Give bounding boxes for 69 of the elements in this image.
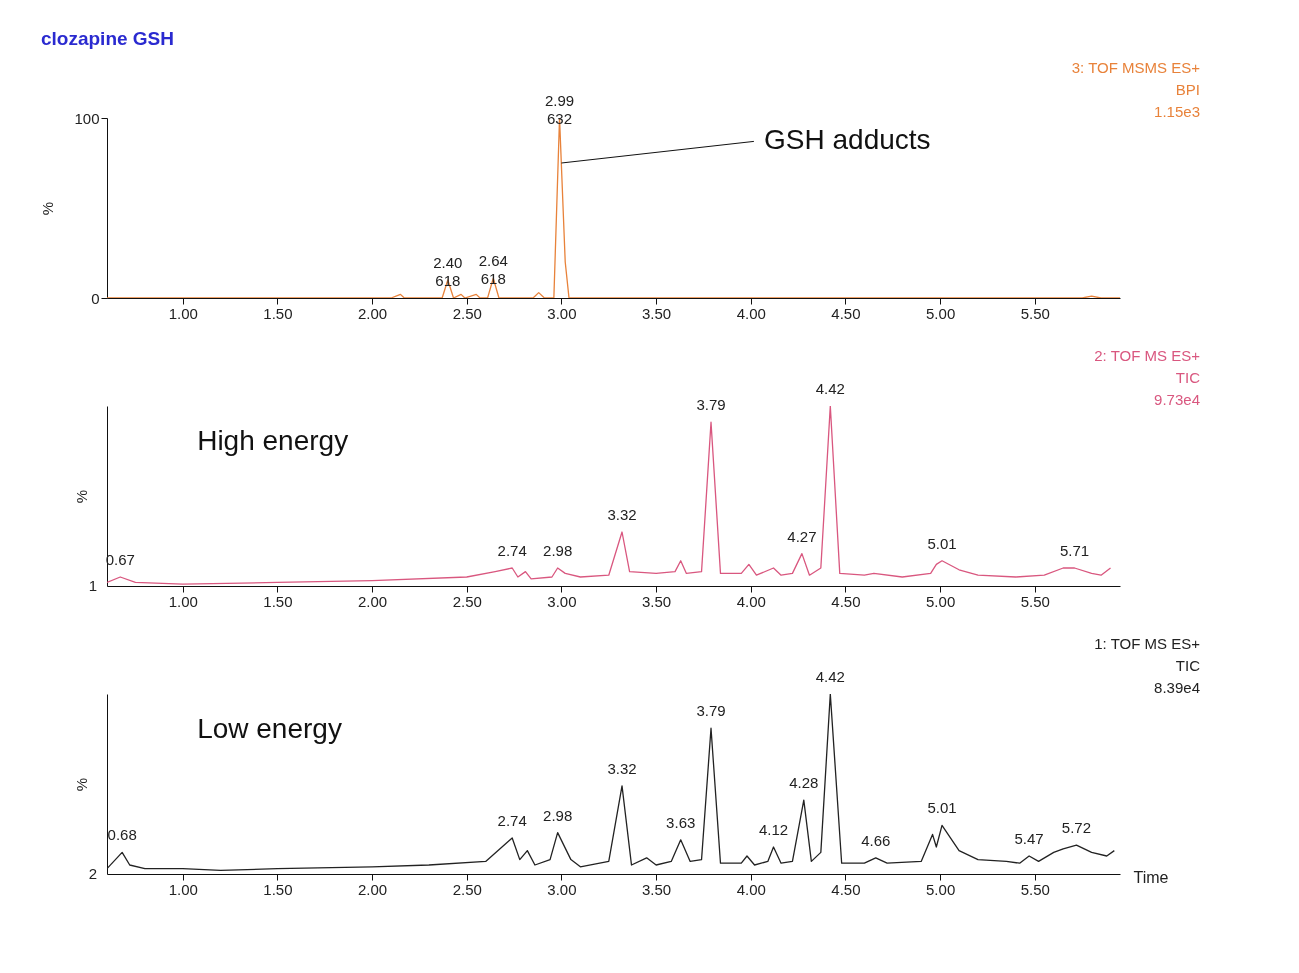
x-tick-label: 1.50 <box>263 304 293 322</box>
annotation: 2.99 632 <box>544 92 575 127</box>
annotation: 5.72 <box>1061 819 1092 837</box>
annotation: 4.42 <box>815 380 845 397</box>
x-tick-label: 5.50 <box>1020 304 1050 322</box>
x-tick-label: 3.00 <box>547 592 577 610</box>
x-tick-label: 4.00 <box>736 880 766 898</box>
x-tick-label: 1.00 <box>168 880 198 898</box>
x-axis-title: Time <box>1133 868 1169 886</box>
x-tick-label: 3.00 <box>547 880 577 898</box>
y-axis-title: % <box>72 489 90 504</box>
x-tick-label: 5.50 <box>1020 592 1050 610</box>
x-tick-label: 5.00 <box>926 304 956 322</box>
x-tick-label: 1.50 <box>263 592 293 610</box>
annotation: 2.40 618 <box>433 254 463 289</box>
annotation: 4.12 <box>758 821 789 838</box>
annotation: 0.68 <box>107 826 137 844</box>
x-tick-label: 1.00 <box>168 592 198 610</box>
annotation: 4.28 <box>789 774 819 792</box>
x-tick-label: 4.00 <box>736 304 766 322</box>
text: High energy <box>197 425 349 456</box>
y-axis-title: % <box>72 777 90 792</box>
x-tick-label: 5.50 <box>1020 880 1050 898</box>
x-tick-label: 4.50 <box>831 592 861 610</box>
annotation: 5.71 <box>1059 542 1090 559</box>
x-tick-label: 3.50 <box>642 592 672 610</box>
x-tick-label: 2.00 <box>357 304 388 322</box>
x-tick-label: 2.50 <box>452 304 482 322</box>
annotation: 2.98 <box>543 542 573 559</box>
x-tick-label: 3.00 <box>547 304 577 322</box>
annotation: 3.63 <box>666 813 696 831</box>
text: 1 <box>88 577 97 594</box>
x-tick-label: 3.50 <box>642 304 672 322</box>
x-tick-label: 2.00 <box>357 880 388 898</box>
annotation: 3.79 <box>696 702 726 720</box>
annotation: 3.32 <box>607 506 637 523</box>
x-tick-label: 5.00 <box>926 880 956 898</box>
x-tick-label: 2.00 <box>357 592 388 610</box>
y-tick-label: 100 <box>74 109 100 127</box>
annotation: 5.01 <box>927 534 957 552</box>
annotation: GSH adducts <box>764 124 931 156</box>
annotation: 4.42 <box>815 668 845 685</box>
text: Low energy <box>197 713 342 744</box>
annotation: 4.66 <box>861 831 891 849</box>
y-tick-label: 0 <box>91 289 100 307</box>
annotation: 2.64 618 <box>478 252 508 288</box>
x-tick-label: 2.50 <box>452 880 482 898</box>
x-tick-label: 5.00 <box>926 592 956 610</box>
x-tick-label: 4.00 <box>736 592 766 610</box>
annotation: 2.74 <box>497 812 527 829</box>
annotation: 2.74 <box>497 542 527 559</box>
text: 2 <box>88 865 97 882</box>
chart-subtitle: 2: TOF MS ES+ TIC 9.73e4 <box>1094 347 1201 408</box>
chart-subtitle: 1: TOF MS ES+ TIC 8.39e4 <box>1094 635 1201 696</box>
x-tick-label: 4.50 <box>831 880 861 898</box>
x-tick-label: 1.00 <box>168 304 198 322</box>
annotation: 2.98 <box>543 806 573 824</box>
chart-subtitle: 3: TOF MSMS ES+ BPI 1.15e3 <box>1071 59 1201 120</box>
x-tick-label: 4.50 <box>831 304 861 322</box>
x-tick-label: 2.50 <box>452 592 482 610</box>
annotation: 4.27 <box>787 527 817 545</box>
x-tick-label: 1.50 <box>263 880 293 898</box>
annotation: 3.32 <box>607 759 637 777</box>
y-axis-title: % <box>39 201 57 216</box>
x-tick-label: 3.50 <box>642 880 672 898</box>
annotation: 5.47 <box>1014 830 1044 847</box>
annotation: 3.79 <box>696 396 726 414</box>
chart-title: clozapine GSH <box>40 28 174 49</box>
annotation: 5.01 <box>927 799 957 817</box>
